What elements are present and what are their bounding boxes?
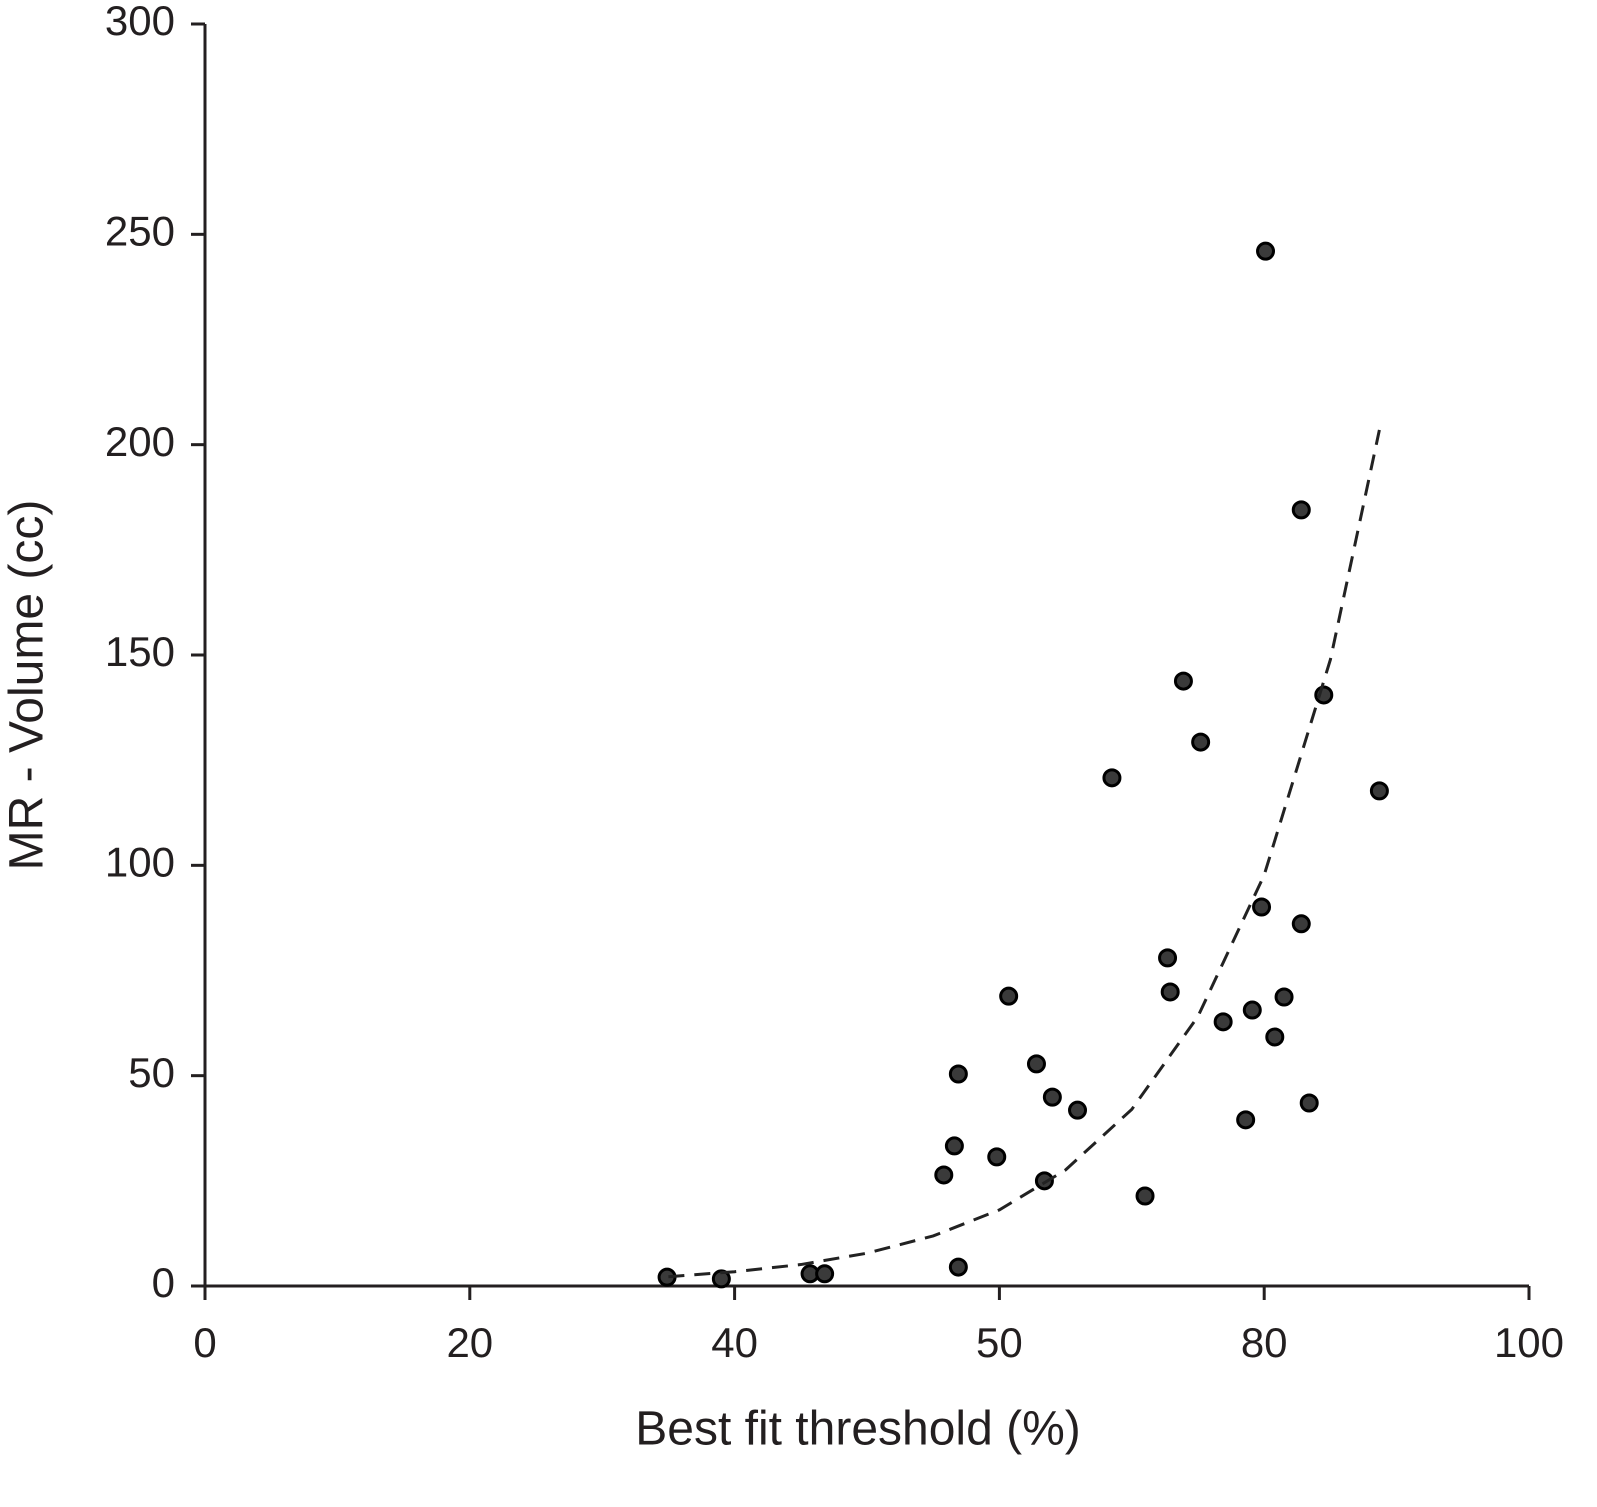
data-point	[1034, 1171, 1054, 1191]
data-point	[1265, 1027, 1285, 1047]
x-axis-title: Best fit threshold (%)	[635, 1403, 1081, 1456]
y-tick-label: 150	[105, 628, 175, 675]
data-point	[1158, 948, 1178, 968]
x-tick-label: 0	[193, 1319, 216, 1366]
data-point	[1102, 768, 1122, 788]
data-point	[815, 1264, 835, 1284]
data-point	[1291, 914, 1311, 934]
data-point	[944, 1136, 964, 1156]
y-tick-label: 50	[128, 1049, 175, 1096]
data-point	[711, 1269, 731, 1289]
data-point	[1068, 1100, 1088, 1120]
data-point	[1256, 241, 1276, 261]
data-point	[999, 986, 1019, 1006]
data-point	[1173, 671, 1193, 691]
data-point	[1252, 897, 1272, 917]
x-tick-label: 20	[446, 1319, 493, 1366]
data-point	[987, 1147, 1007, 1167]
data-point	[1160, 982, 1180, 1002]
data-point	[948, 1064, 968, 1084]
data-point	[1213, 1012, 1233, 1032]
fit-curve	[668, 429, 1381, 1279]
y-tick-label: 200	[105, 418, 175, 465]
data-point	[1191, 732, 1211, 752]
y-tick-label: 0	[152, 1259, 175, 1306]
y-tick-label: 250	[105, 207, 175, 254]
data-point	[1299, 1093, 1319, 1113]
x-tick-label: 40	[711, 1319, 758, 1366]
y-tick-label: 100	[105, 838, 175, 885]
data-point	[1369, 781, 1389, 801]
data-point	[1135, 1186, 1155, 1206]
data-point	[1236, 1110, 1256, 1130]
data-point	[934, 1165, 954, 1185]
x-tick-label: 50	[976, 1319, 1023, 1366]
x-tick-label: 100	[1494, 1319, 1564, 1366]
data-point	[1026, 1054, 1046, 1074]
y-tick-label: 300	[105, 0, 175, 44]
x-tick-label: 80	[1241, 1319, 1288, 1366]
data-point	[1042, 1087, 1062, 1107]
data-point	[1291, 500, 1311, 520]
data-point	[1242, 1000, 1262, 1020]
data-point	[948, 1257, 968, 1277]
y-axis-title: MR - Volume (cc)	[1, 500, 54, 871]
data-point	[1274, 987, 1294, 1007]
